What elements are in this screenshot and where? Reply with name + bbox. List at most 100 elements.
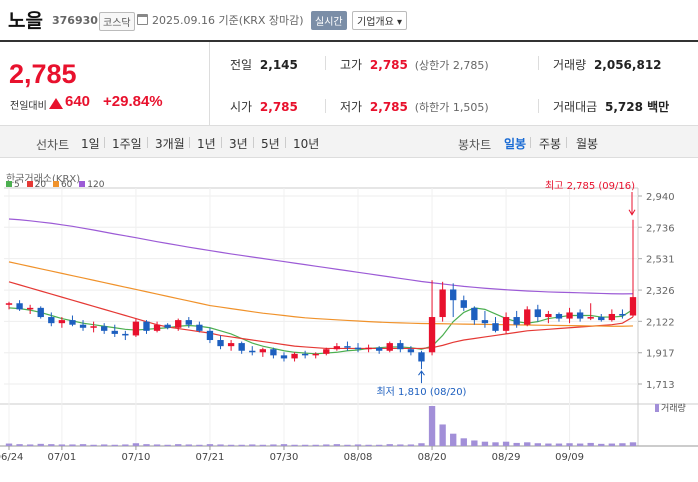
candle-body — [79, 324, 87, 328]
realtime-button[interactable]: 실시간 — [311, 11, 347, 30]
candle-body — [545, 313, 552, 318]
volume-bar — [132, 443, 140, 446]
candle-body — [37, 307, 44, 318]
volume-bar — [492, 442, 499, 446]
candle-body — [143, 321, 150, 331]
volume-bar — [407, 444, 415, 446]
x-tick-label: 07/01 — [47, 452, 76, 463]
volume-bar — [354, 444, 362, 446]
candle-body — [291, 353, 298, 359]
candle-body — [69, 320, 76, 325]
volume-bar — [534, 443, 541, 446]
period-1y[interactable]: 1년 — [197, 137, 216, 151]
period-3m[interactable]: 3개월 — [155, 137, 185, 151]
stat-amount: 거래대금 5,728 백만 — [553, 98, 669, 115]
volume-bar — [545, 443, 552, 446]
volume-bar — [439, 424, 446, 446]
candle-body — [471, 307, 478, 321]
candle-body — [217, 340, 224, 347]
stat-high-sub: (상한가 2,785) — [414, 59, 489, 72]
volume-bar — [397, 444, 404, 446]
price-chart[interactable]: 한국거래소(KRX) 5 20 60 120 2,940 2,736 2,531 2,… — [0, 158, 698, 478]
stat-open-value: 2,785 — [259, 100, 298, 114]
y-tick-label: 2,326 — [646, 286, 675, 297]
candle-body — [534, 309, 541, 318]
volume-bar — [502, 441, 510, 446]
change-percent: +29.84% — [103, 93, 163, 110]
volume-bar — [619, 443, 626, 446]
stat-amount-value: 5,728 백만 — [605, 100, 670, 114]
period-5y[interactable]: 5년 — [261, 137, 280, 151]
volume-bar — [598, 443, 605, 446]
volume-bar — [608, 443, 616, 446]
candle-weekly[interactable]: 주봉 — [539, 137, 562, 151]
x-tick-label: 06/24 — [0, 452, 23, 463]
volume-bar — [185, 444, 192, 446]
ma20-label: 20 — [34, 180, 47, 190]
candle-body — [58, 320, 66, 324]
volume-legend-swatch — [655, 404, 659, 412]
candle-body — [5, 303, 13, 305]
candle-body — [344, 346, 351, 348]
candle-body — [365, 347, 372, 350]
candle-body — [608, 313, 616, 321]
ma20-swatch — [26, 181, 33, 187]
y-tick-label: 2,940 — [646, 192, 675, 203]
period-1d[interactable]: 1일 — [81, 137, 100, 151]
volume-bar — [111, 444, 118, 446]
ma120-swatch — [79, 181, 86, 187]
x-tick-label: 08/29 — [492, 452, 521, 463]
candle-body — [206, 330, 214, 341]
volume-bar — [238, 444, 245, 446]
change-amount: 640 — [65, 93, 91, 110]
company-overview-dropdown[interactable]: 기업개요 ▾ — [352, 11, 407, 30]
candle-daily[interactable]: 일봉 — [504, 137, 527, 151]
volume-bar — [576, 443, 584, 446]
volume-bar — [37, 443, 44, 446]
volume-bar — [471, 440, 478, 446]
period-1w[interactable]: 1주일 — [112, 137, 142, 151]
volume-bar — [122, 444, 129, 446]
volume-bar — [5, 443, 13, 446]
ma20-line — [8, 281, 634, 350]
max-arrow-head — [628, 209, 636, 216]
volume-bar — [301, 444, 309, 446]
candle-body — [492, 323, 499, 331]
period-toolbar: 선차트 1일 1주일 3개월 1년 3년 5년 10년 봉차트 일봉 주봉 월봉 — [0, 126, 698, 158]
candle-body — [312, 353, 319, 356]
volume-bar — [555, 443, 563, 446]
candle-body — [259, 349, 267, 353]
stat-prev: 전일 2,145 — [230, 56, 298, 73]
volume-bar — [90, 444, 97, 446]
candle-monthly[interactable]: 월봉 — [576, 137, 599, 151]
volume-bar — [450, 433, 457, 446]
stat-high: 고가 2,785 (상한가 2,785) — [340, 56, 489, 73]
volume-bar — [175, 444, 182, 446]
candle-body — [122, 333, 129, 336]
y-tick-label: 2,736 — [646, 223, 675, 234]
period-10y[interactable]: 10년 — [293, 137, 320, 151]
volume-bar — [386, 444, 393, 446]
candle-body — [397, 343, 404, 350]
divider — [221, 137, 222, 148]
divider — [253, 137, 254, 148]
x-tick-label: 09/09 — [555, 452, 584, 463]
divider — [538, 56, 539, 70]
divider — [538, 99, 539, 113]
candle-body — [566, 312, 573, 319]
volume-bar — [270, 444, 277, 446]
volume-bar — [323, 444, 330, 446]
x-tick-label: 07/21 — [196, 452, 225, 463]
period-3y[interactable]: 3년 — [229, 137, 248, 151]
volume-bar — [249, 444, 256, 446]
y-tick-label: 1,917 — [646, 349, 675, 360]
ma5-label: 5 — [14, 180, 20, 190]
candle-body — [629, 297, 637, 316]
volume-bar — [164, 444, 171, 446]
candle-body — [164, 324, 171, 328]
candle-body — [333, 346, 341, 350]
candle-body — [524, 309, 531, 325]
stat-volume-label: 거래량 — [553, 58, 587, 72]
stat-open: 시가 2,785 — [230, 98, 298, 115]
candle-body — [450, 289, 457, 301]
